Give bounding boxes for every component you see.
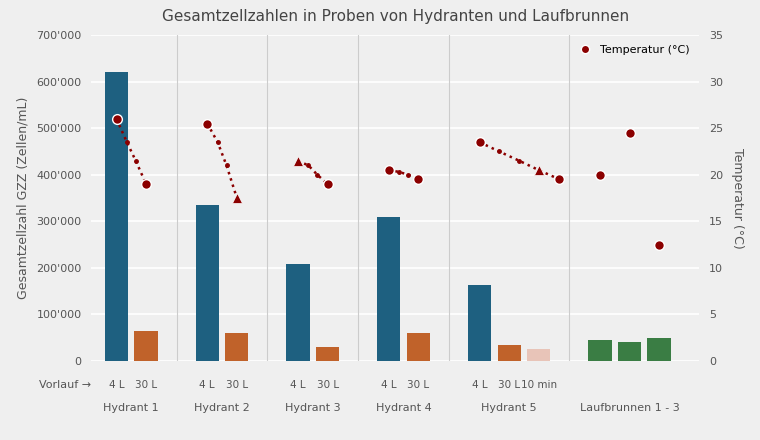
Text: Hydrant 4: Hydrant 4 — [375, 403, 432, 413]
Bar — [316, 347, 339, 361]
Text: 4 L: 4 L — [381, 380, 397, 390]
Y-axis label: Gesamtzellzahl GZZ (Zellen/mL): Gesamtzellzahl GZZ (Zellen/mL) — [16, 97, 30, 299]
Text: Vorlauf →: Vorlauf → — [39, 380, 90, 390]
Text: Laufbrunnen 1 - 3: Laufbrunnen 1 - 3 — [580, 403, 679, 413]
Bar — [468, 285, 491, 361]
Bar — [407, 333, 430, 361]
Text: Hydrant 5: Hydrant 5 — [481, 403, 537, 413]
Text: Hydrant 1: Hydrant 1 — [103, 403, 159, 413]
Text: 4 L: 4 L — [199, 380, 215, 390]
Bar — [196, 205, 219, 361]
Text: 4 L: 4 L — [109, 380, 125, 390]
Bar — [287, 264, 309, 361]
Bar — [648, 337, 671, 361]
Text: 30 L: 30 L — [226, 380, 248, 390]
Bar — [588, 340, 612, 361]
Bar — [618, 342, 641, 361]
Text: 10 min: 10 min — [521, 380, 557, 390]
Y-axis label: Temperatur (°C): Temperatur (°C) — [731, 148, 744, 248]
Bar — [498, 345, 521, 361]
Text: 4 L: 4 L — [290, 380, 306, 390]
Bar — [135, 330, 158, 361]
Text: Hydrant 2: Hydrant 2 — [195, 403, 250, 413]
Text: 4 L: 4 L — [472, 380, 487, 390]
Text: 30 L: 30 L — [498, 380, 521, 390]
Text: Hydrant 3: Hydrant 3 — [285, 403, 340, 413]
Title: Gesamtzellzahlen in Proben von Hydranten und Laufbrunnen: Gesamtzellzahlen in Proben von Hydranten… — [162, 9, 629, 24]
Bar — [377, 216, 401, 361]
Text: 30 L: 30 L — [135, 380, 157, 390]
Bar — [105, 73, 128, 361]
Bar — [225, 333, 249, 361]
Text: 30 L: 30 L — [407, 380, 429, 390]
Legend: Temperatur (°C): Temperatur (°C) — [569, 41, 694, 60]
Text: 30 L: 30 L — [317, 380, 339, 390]
Bar — [527, 349, 550, 361]
